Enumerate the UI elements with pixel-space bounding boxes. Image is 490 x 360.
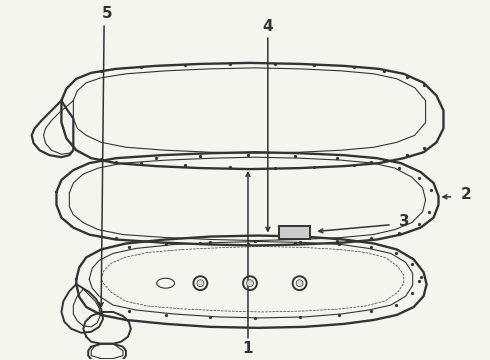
Text: 1: 1 [243, 341, 253, 356]
Bar [279, 226, 311, 239]
Circle shape [197, 280, 204, 287]
Text: 4: 4 [263, 19, 273, 34]
Text: 2: 2 [460, 188, 471, 202]
Text: 3: 3 [399, 214, 410, 229]
Text: 5: 5 [102, 6, 112, 21]
Circle shape [246, 280, 253, 287]
Circle shape [296, 280, 303, 287]
